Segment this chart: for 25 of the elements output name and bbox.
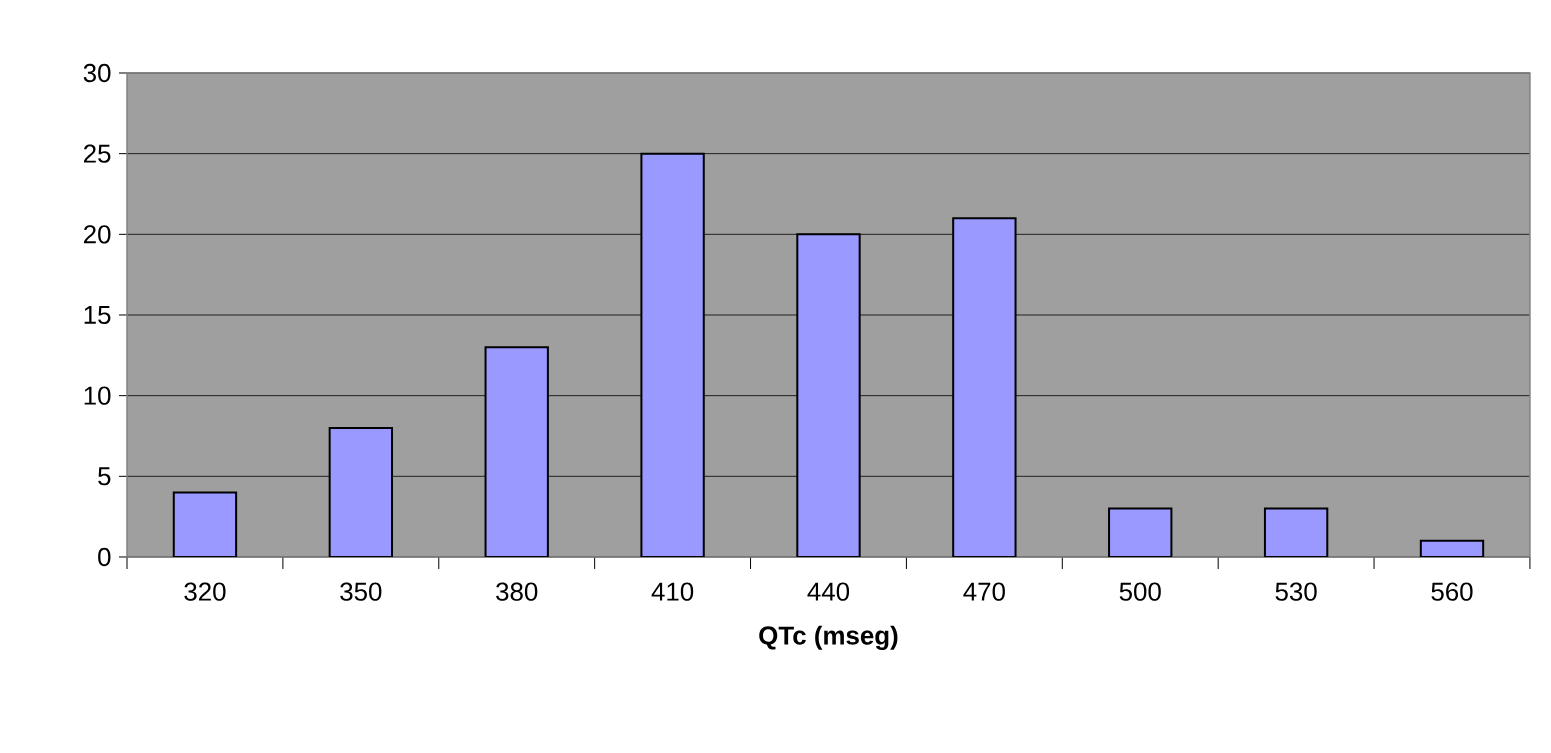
bar bbox=[1108, 507, 1173, 557]
y-tick-label: 25 bbox=[83, 144, 111, 163]
y-tick-label: 0 bbox=[98, 547, 111, 567]
y-tick-label: 10 bbox=[84, 386, 111, 405]
bar bbox=[796, 233, 861, 557]
x-tick-label: 560 bbox=[1431, 582, 1473, 601]
bar bbox=[172, 491, 238, 557]
x-tick-label: 440 bbox=[807, 582, 850, 601]
x-axis-title: QTc (mseg) bbox=[759, 625, 898, 650]
x-tick-label: 320 bbox=[184, 582, 226, 601]
y-tick-label: 15 bbox=[84, 305, 111, 325]
bar bbox=[640, 152, 705, 557]
x-tick-label: 530 bbox=[1275, 582, 1317, 601]
bar bbox=[1263, 507, 1329, 557]
x-tick-label: 410 bbox=[651, 582, 694, 601]
bar bbox=[484, 346, 549, 557]
x-tick-label: 350 bbox=[340, 582, 382, 601]
y-tick-label: 30 bbox=[83, 63, 111, 83]
y-tick-label: 20 bbox=[83, 225, 111, 244]
x-tick-label: 500 bbox=[1119, 582, 1161, 601]
bar bbox=[952, 217, 1017, 557]
bar bbox=[328, 426, 394, 557]
y-tick-label: 5 bbox=[98, 467, 111, 486]
x-tick-label: 470 bbox=[963, 582, 1005, 601]
x-tick-label: 380 bbox=[496, 582, 538, 601]
